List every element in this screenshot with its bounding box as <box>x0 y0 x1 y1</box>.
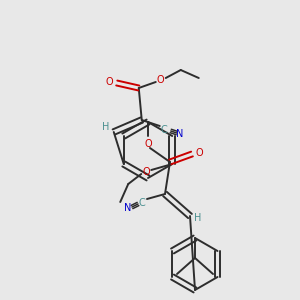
Text: O: O <box>157 75 165 85</box>
Text: N: N <box>124 203 132 213</box>
Text: O: O <box>144 139 152 149</box>
Text: O: O <box>142 167 150 177</box>
Text: O: O <box>195 148 203 158</box>
Text: C: C <box>160 125 167 135</box>
Text: H: H <box>194 213 202 223</box>
Text: N: N <box>176 129 183 139</box>
Text: O: O <box>106 77 114 87</box>
Text: C: C <box>139 198 145 208</box>
Text: H: H <box>102 122 110 132</box>
